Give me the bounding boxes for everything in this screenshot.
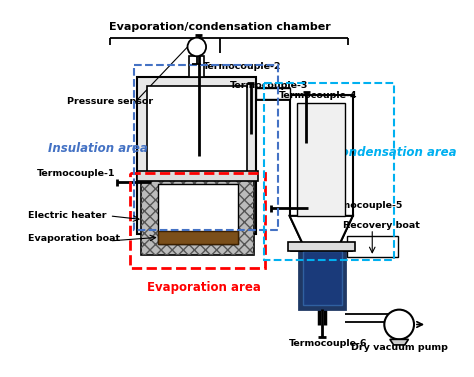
Text: Pressure sensor: Pressure sensor — [67, 97, 153, 106]
Text: Insulation area: Insulation area — [48, 142, 148, 155]
Bar — [299, 251, 346, 309]
Bar — [134, 64, 278, 230]
Text: Recovery boat: Recovery boat — [344, 221, 420, 230]
Text: Electric heater: Electric heater — [28, 211, 106, 221]
Text: Termocouple-4: Termocouple-4 — [279, 91, 357, 100]
Text: Termocouple-3: Termocouple-3 — [230, 81, 309, 90]
Bar — [347, 236, 398, 257]
Bar — [158, 184, 237, 244]
Bar — [141, 179, 255, 255]
Text: Termocouple-5: Termocouple-5 — [325, 201, 403, 210]
Bar — [256, 88, 290, 99]
Text: Condensation area: Condensation area — [332, 146, 457, 159]
Bar — [288, 242, 355, 251]
Bar — [292, 244, 352, 251]
Circle shape — [188, 38, 206, 56]
Text: Termocouple-1: Termocouple-1 — [37, 169, 116, 178]
Text: Termocouple-2: Termocouple-2 — [203, 62, 282, 71]
Text: Termocouple-6: Termocouple-6 — [289, 339, 367, 348]
Polygon shape — [390, 339, 409, 345]
Text: Evaporation boat: Evaporation boat — [28, 234, 120, 243]
Text: Dry vacuum pump: Dry vacuum pump — [351, 343, 447, 352]
Bar — [297, 103, 346, 216]
Bar — [141, 179, 255, 255]
Text: Evaporation/condensation chamber: Evaporation/condensation chamber — [109, 21, 331, 32]
Bar — [290, 95, 353, 216]
Bar — [130, 173, 264, 268]
Polygon shape — [290, 216, 353, 244]
Bar — [302, 251, 342, 305]
Bar — [264, 83, 393, 259]
Bar — [190, 56, 204, 77]
Text: Evaporation area: Evaporation area — [146, 281, 261, 294]
Bar — [137, 77, 256, 234]
Bar — [158, 231, 237, 244]
Text: PG: PG — [191, 43, 202, 51]
Bar — [137, 171, 258, 181]
Circle shape — [384, 310, 414, 339]
Bar — [146, 86, 247, 234]
